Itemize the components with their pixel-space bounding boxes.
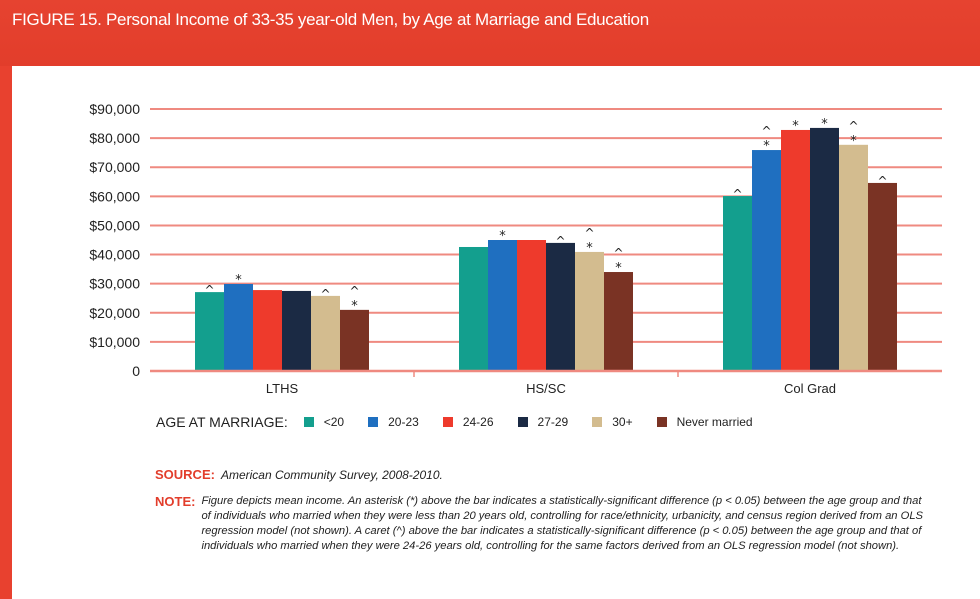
bar--20-col-grad [723, 196, 752, 371]
caret-marker: ^ [584, 226, 594, 240]
caret-marker: ^ [848, 119, 858, 133]
caret-marker: ^ [320, 287, 330, 301]
note: NOTE: Figure depicts mean income. An aste… [155, 494, 955, 554]
legend-item: 27-29 [517, 415, 569, 429]
y-tick-label: $60,000 [89, 188, 140, 204]
asterisk-marker: * [586, 241, 593, 256]
legend-title: AGE AT MARRIAGE: [156, 414, 288, 430]
y-tick-label: $90,000 [89, 101, 140, 117]
bar--20-hs-sc [459, 246, 488, 371]
caret-marker: ^ [732, 187, 742, 201]
legend-swatch [303, 417, 314, 427]
bar-never-married-col-grad [868, 182, 897, 371]
y-tick-label: $10,000 [89, 334, 140, 350]
bar-20-23-lths [224, 283, 253, 371]
y-tick-label: 0 [132, 363, 140, 379]
legend-item: Never married [656, 415, 753, 429]
caret-marker: ^ [204, 283, 214, 297]
legend-item: <20 [303, 415, 345, 429]
figure-title: FIGURE 15. Personal Income of 33-35 year… [12, 10, 649, 29]
asterisk-marker: * [235, 273, 242, 288]
asterisk-marker: * [763, 139, 770, 154]
legend-swatch [656, 417, 667, 427]
bar-24-26-lths [253, 290, 282, 371]
caret-marker: ^ [613, 246, 623, 260]
note-text: Figure depicts mean income. An asterisk … [201, 495, 924, 552]
asterisk-marker: * [499, 229, 506, 244]
x-tick-label: HS/SC [526, 381, 566, 396]
legend-label: 27-29 [537, 415, 569, 429]
bar-never-married-hs-sc [604, 272, 633, 371]
caret-marker: ^ [877, 174, 887, 188]
legend-item: 24-26 [442, 415, 494, 429]
bar-30--hs-sc [575, 251, 604, 371]
bar-27-29-hs-sc [546, 242, 575, 371]
legend-label: 24-26 [462, 415, 494, 429]
source-text: American Community Survey, 2008-2010. [220, 468, 443, 482]
source-label: SOURCE: [155, 467, 215, 482]
y-tick-label: $40,000 [89, 247, 140, 263]
bar-20-23-col-grad [752, 150, 781, 371]
y-tick-label: $70,000 [89, 159, 140, 175]
legend-swatch [592, 417, 603, 427]
asterisk-marker: * [821, 117, 828, 132]
legend-item: 30+ [592, 415, 633, 429]
legend-swatch [368, 417, 379, 427]
legend-label: Never married [676, 415, 753, 429]
bar-never-married-lths [340, 309, 369, 371]
asterisk-marker: * [351, 299, 358, 314]
y-tick-label: $20,000 [89, 305, 140, 321]
source: SOURCE: American Community Survey, 2008-2… [155, 467, 443, 482]
caret-marker: ^ [555, 234, 565, 248]
legend-swatch [442, 417, 453, 427]
figure-header: FIGURE 15. Personal Income of 33-35 year… [0, 0, 980, 66]
asterisk-marker: * [615, 261, 622, 276]
y-tick-label: $30,000 [89, 276, 140, 292]
legend-item: 20-23 [368, 415, 419, 429]
asterisk-marker: * [850, 134, 857, 149]
bar-27-29-col-grad [810, 127, 839, 371]
bar-30--lths [311, 295, 340, 371]
legend-swatch [517, 417, 528, 427]
bar-30--col-grad [839, 144, 868, 371]
bar-20-23-hs-sc [488, 240, 517, 371]
bar-24-26-hs-sc [517, 240, 546, 371]
caret-marker: ^ [349, 284, 359, 298]
x-tick-label: Col Grad [784, 381, 836, 396]
bar-27-29-lths [282, 290, 311, 371]
bar--20-lths [195, 292, 224, 371]
legend-label: 20-23 [388, 415, 419, 429]
bar-24-26-col-grad [781, 129, 810, 371]
x-tick-label: LTHS [266, 381, 299, 396]
legend-label: 30+ [612, 415, 633, 429]
note-label: NOTE: [155, 494, 196, 509]
y-tick-label: $50,000 [89, 217, 140, 233]
caret-marker: ^ [761, 124, 771, 138]
y-tick-label: $80,000 [89, 130, 140, 146]
legend-label: <20 [323, 415, 345, 429]
asterisk-marker: * [792, 119, 799, 134]
legend: AGE AT MARRIAGE: <20 20-23 24-26 27-29 30+ Ne… [156, 414, 777, 430]
